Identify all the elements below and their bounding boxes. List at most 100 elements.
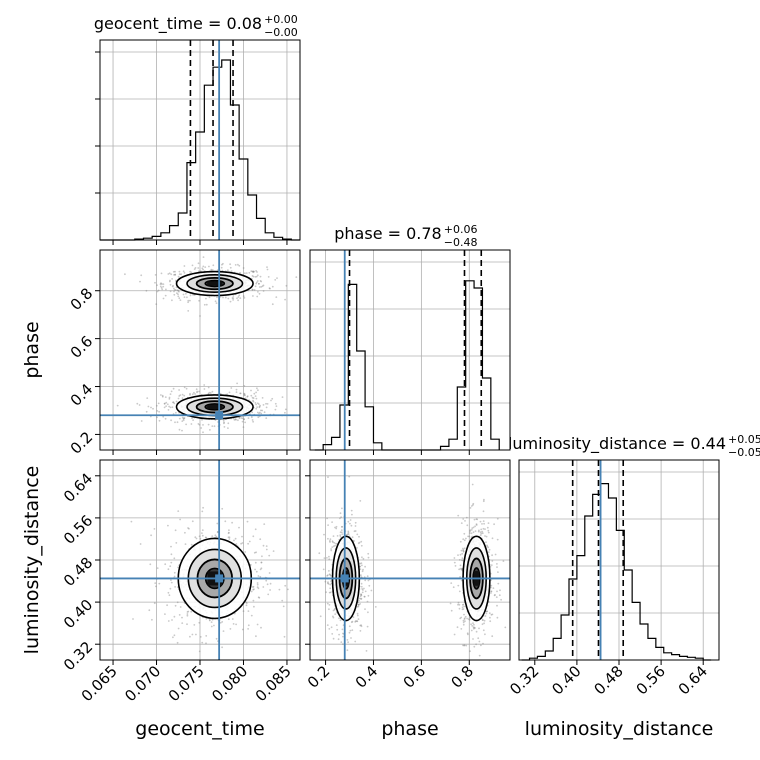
sample-point [153, 602, 156, 605]
sample-point [460, 628, 463, 630]
sample-point [202, 506, 205, 509]
sample-point [238, 526, 240, 529]
sample-point [183, 417, 186, 419]
sample-point [465, 644, 468, 647]
sample-point [267, 276, 270, 278]
sample-point [328, 570, 330, 572]
sample-point [459, 567, 462, 570]
sample-point [239, 297, 242, 299]
sample-point [245, 601, 248, 604]
sample-point [169, 406, 172, 409]
sample-point [342, 635, 344, 638]
sample-point [456, 626, 459, 629]
sample-point [366, 600, 369, 603]
sample-point [319, 615, 322, 618]
sample-point [367, 556, 370, 559]
sample-point [251, 419, 254, 421]
sample-point [242, 610, 245, 612]
sample-point [493, 594, 496, 597]
sample-point [363, 595, 366, 598]
sample-point [140, 274, 143, 277]
sample-point [335, 624, 338, 626]
sample-point [339, 534, 342, 537]
sample-point [287, 588, 289, 591]
sample-point [171, 285, 174, 288]
sample-point [481, 532, 484, 535]
sample-point [351, 620, 354, 623]
sample-point [480, 644, 482, 647]
sample-point [174, 273, 177, 276]
sample-point [366, 625, 369, 628]
sample-point [356, 533, 359, 536]
sample-point [146, 397, 149, 399]
sample-point [191, 417, 193, 420]
sample-point [367, 611, 369, 614]
sample-point [459, 540, 462, 543]
sample-point [241, 420, 244, 423]
sample-point [469, 507, 472, 509]
sample-point [323, 533, 325, 536]
sample-point [338, 633, 340, 636]
sample-point [177, 397, 180, 400]
sample-point [138, 404, 141, 406]
sample-point [258, 286, 261, 288]
sample-point [158, 582, 161, 585]
sample-point [322, 568, 325, 571]
sample-point [189, 299, 191, 302]
sample-point [173, 575, 176, 578]
sample-point [326, 575, 328, 577]
sample-point [332, 545, 335, 548]
sample-point [491, 635, 494, 638]
sample-point [198, 299, 201, 302]
sample-point [174, 289, 177, 291]
sample-point [462, 608, 465, 610]
sample-point [245, 272, 248, 274]
sample-point [478, 640, 481, 643]
sample-point [201, 532, 203, 534]
sample-point [182, 270, 185, 273]
sample-point [116, 404, 119, 407]
sample-point [170, 390, 173, 393]
sample-point [482, 629, 485, 632]
sample-point [341, 533, 344, 535]
sample-point [183, 394, 186, 397]
sample-point [461, 606, 464, 609]
sample-point [185, 292, 187, 295]
sample-point [173, 290, 175, 293]
sample-point [459, 564, 462, 567]
sample-point [462, 550, 465, 553]
sample-point [222, 262, 224, 265]
sample-point [186, 614, 189, 617]
sample-point [354, 640, 357, 643]
sample-point [250, 416, 253, 419]
sample-point [235, 388, 238, 391]
sample-point [154, 582, 157, 584]
sample-point [253, 605, 255, 608]
sample-point [496, 590, 498, 593]
sample-point [156, 410, 159, 412]
sample-point [230, 270, 233, 272]
sample-point [228, 536, 231, 539]
sample-point [332, 535, 335, 537]
sample-point [359, 597, 361, 600]
sample-point [193, 268, 196, 270]
sample-point [236, 382, 239, 385]
sample-point [234, 537, 237, 540]
sample-point [170, 581, 173, 584]
sample-point [334, 613, 337, 615]
sample-point [211, 535, 214, 537]
sample-point [255, 281, 258, 284]
sample-point [284, 408, 287, 411]
sample-point [478, 627, 480, 630]
sample-point [256, 406, 258, 408]
sample-point [247, 542, 250, 545]
sample-point [136, 402, 139, 405]
sample-point [216, 269, 219, 271]
sample-point [358, 599, 360, 602]
sample-point [174, 604, 177, 607]
sample-point [246, 520, 249, 523]
sample-point [333, 608, 336, 611]
sample-point [195, 388, 198, 391]
sample-point [265, 548, 268, 551]
sample-point [367, 579, 370, 582]
